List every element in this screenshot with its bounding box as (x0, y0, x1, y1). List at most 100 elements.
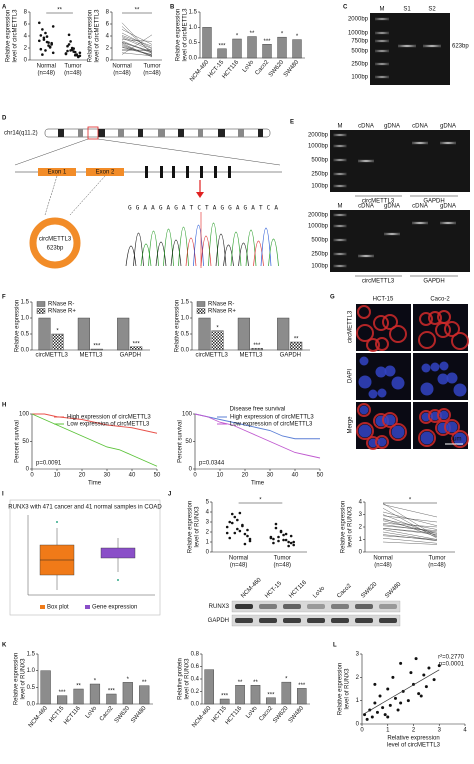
chromosome-band (238, 129, 244, 137)
x-tick-label: 4 (463, 728, 467, 734)
group-label: GAPDH (423, 199, 444, 205)
pair-line (382, 504, 438, 518)
band-size: 623bp (452, 44, 469, 50)
dot (238, 529, 242, 533)
y-tick-label: 0 (189, 467, 193, 473)
cytoplasm (437, 408, 451, 422)
dot (230, 521, 234, 525)
dot (238, 511, 242, 515)
legend-label: RNase R+ (208, 309, 236, 315)
group-n: (n=48) (428, 563, 446, 569)
nucleus (446, 421, 458, 433)
legend-swatch (36, 308, 46, 314)
lane-label: gDNA (384, 124, 400, 130)
significance: *** (267, 692, 275, 698)
group-label: Tumor (64, 64, 81, 70)
dot (228, 520, 232, 524)
exon (38, 168, 76, 176)
ladder-label: 500bp (311, 238, 328, 244)
group-n: (n=48) (374, 563, 392, 569)
pair-line (382, 531, 438, 541)
cytoplasm (444, 419, 460, 435)
significance: ** (294, 337, 299, 343)
lane-label: cDNA (358, 124, 374, 130)
bar (266, 697, 276, 705)
lane-label: M (380, 7, 385, 13)
point (373, 682, 377, 686)
dot (272, 541, 275, 545)
blot-band (307, 604, 325, 609)
nucleus (368, 389, 378, 399)
point (381, 706, 385, 710)
dot (44, 31, 47, 35)
point (363, 713, 367, 717)
legend-label: High expression of circMETTL3 (230, 415, 314, 421)
significance: * (409, 498, 412, 504)
y-tick-label: 100 (182, 412, 193, 418)
cytoplasm (375, 337, 389, 351)
y-tick-label: 2 (359, 525, 363, 531)
bar (40, 670, 51, 705)
bar (198, 317, 211, 351)
x-tick-label: HCT116 (222, 59, 241, 80)
pair-line (121, 35, 153, 47)
significance: * (285, 677, 288, 683)
dot (37, 21, 41, 25)
point (386, 715, 390, 719)
pair-line (382, 528, 438, 535)
cytoplasm (418, 331, 436, 349)
chromatogram-peak (163, 228, 174, 267)
dot (69, 49, 72, 52)
bar (290, 341, 303, 351)
point (414, 657, 418, 661)
bar (237, 317, 250, 351)
nucleus (420, 382, 434, 396)
y-tick-label: 8 (106, 10, 110, 16)
nucleus (377, 388, 387, 398)
y-tick-label: 3 (359, 512, 363, 518)
dot (284, 532, 288, 536)
group-label: Normal (373, 556, 392, 562)
y-axis-label: level of circMETTL3 (95, 9, 101, 63)
bar (296, 688, 307, 705)
dot (241, 523, 244, 527)
y-axis-label: level of RUNX3 (21, 658, 27, 700)
dot (66, 44, 69, 48)
dot (233, 531, 237, 535)
group-label: Tumor (428, 556, 445, 562)
outlier (117, 579, 119, 581)
row-label: DAPI (348, 369, 354, 383)
dot (67, 43, 71, 46)
y-tick-label: 0.6 (191, 664, 200, 670)
dot (42, 36, 46, 40)
group-label: Normal (229, 556, 248, 562)
significance: * (127, 677, 130, 683)
dot (284, 538, 288, 542)
cytoplasm (437, 310, 451, 324)
dot (41, 53, 44, 56)
chromatogram-peak (208, 223, 219, 267)
ladder-label: 250bp (311, 252, 328, 258)
survival-curve (32, 413, 158, 434)
gel-band (333, 224, 347, 228)
significance: *** (108, 689, 116, 695)
cytoplasm (375, 435, 389, 449)
gel-band (358, 254, 374, 258)
y-tick-label: 50 (185, 439, 192, 445)
lane-label: Caco2 (336, 583, 353, 600)
chromosome-band (178, 129, 184, 137)
x-tick-label: 30 (104, 473, 111, 479)
lane-label: cDNA (358, 204, 374, 210)
blot-band (259, 618, 277, 623)
significance: * (259, 498, 262, 504)
column-label: HCT-15 (373, 297, 394, 303)
y-tick-label: 8 (24, 10, 28, 16)
group-n: (n=48) (230, 563, 248, 569)
dot (243, 542, 247, 546)
y-tick-label: 0.5 (181, 332, 190, 338)
y-axis-label: level of RUNX3 (195, 506, 201, 548)
legend-swatch (40, 605, 45, 609)
bar (106, 693, 117, 705)
x-tick-label: 3 (438, 728, 442, 734)
bar (250, 348, 263, 351)
